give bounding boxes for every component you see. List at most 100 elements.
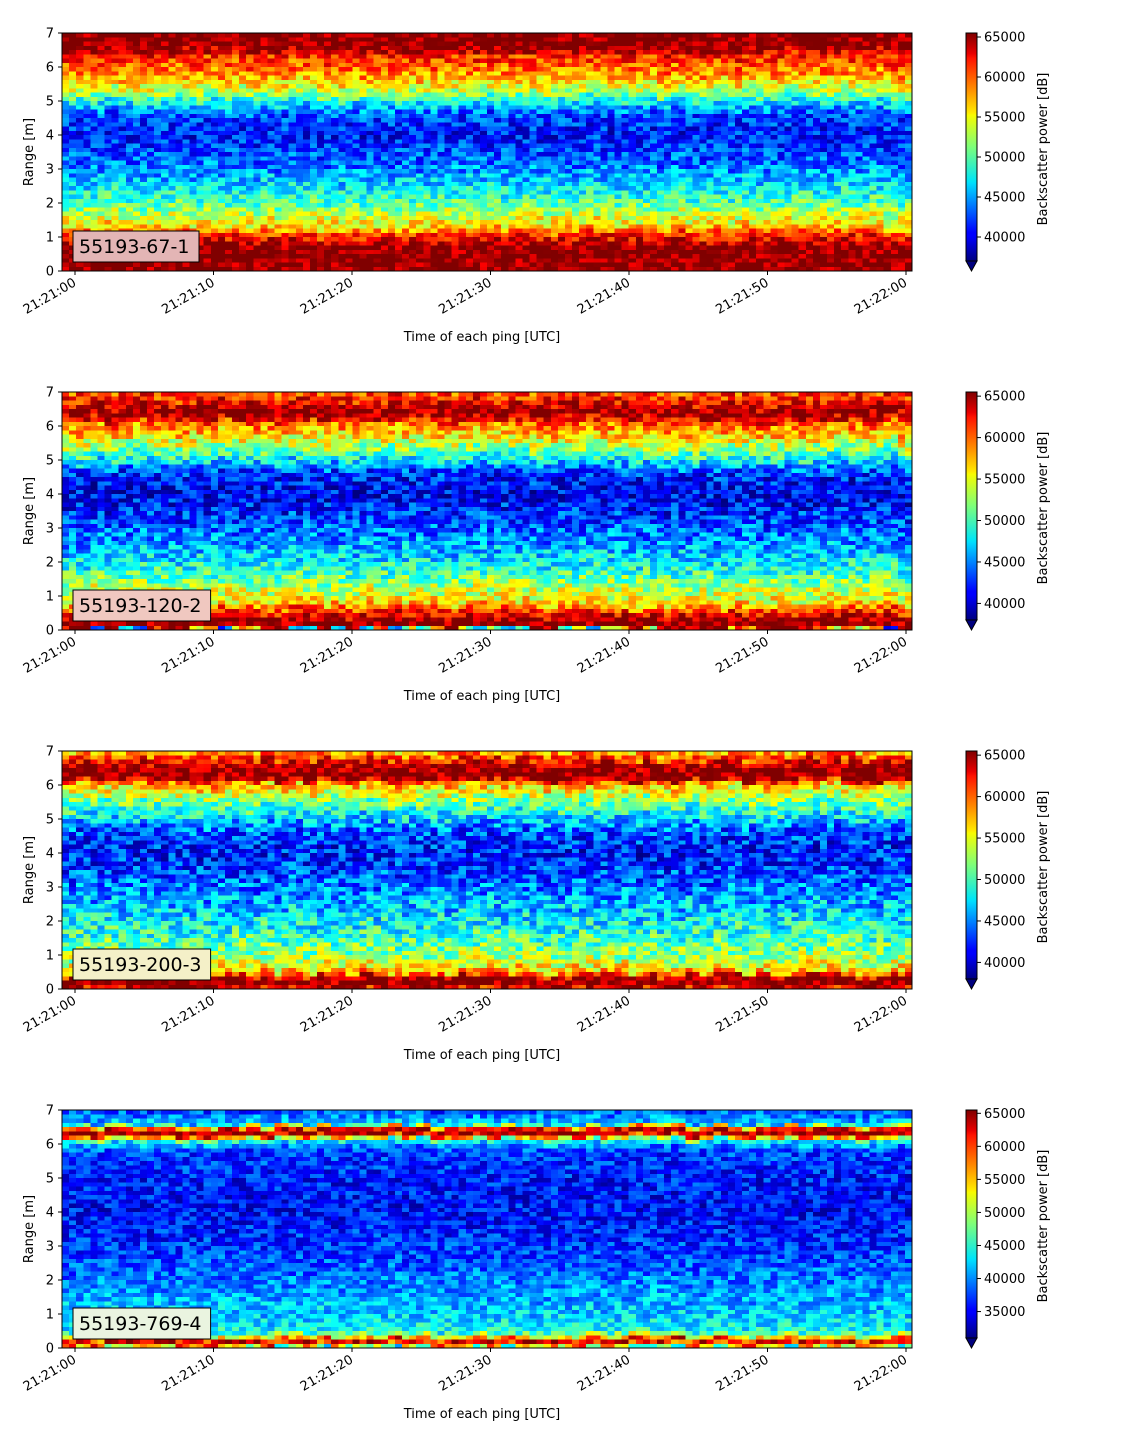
y-tick-label: 4 xyxy=(46,129,54,144)
y-tick-label: 5 xyxy=(46,95,54,110)
x-tick-label: 21:21:40 xyxy=(575,1352,633,1394)
colorbar-tick-label: 65000 xyxy=(984,1107,1025,1122)
y-tick-label: 1 xyxy=(46,1308,54,1323)
x-tick-label: 21:21:40 xyxy=(575,634,633,676)
x-tick-label: 21:21:30 xyxy=(436,1352,494,1394)
y-tick-label: 2 xyxy=(46,197,54,212)
y-tick-label: 1 xyxy=(46,590,54,605)
y-tick-label: 0 xyxy=(46,624,54,639)
colorbar-tick-label: 45000 xyxy=(984,555,1025,570)
y-tick-label: 5 xyxy=(46,454,54,469)
x-axis-label: Time of each ping [UTC] xyxy=(403,330,561,345)
panel-label: 55193-120-2 xyxy=(73,590,211,621)
x-tick-label: 21:21:20 xyxy=(298,634,356,676)
x-tick-label: 21:21:50 xyxy=(713,1352,771,1394)
y-tick-label: 2 xyxy=(46,1274,54,1289)
colorbar-tick-label: 45000 xyxy=(984,1239,1025,1254)
colorbar-tick-label: 55000 xyxy=(984,1173,1025,1188)
colorbar-tick-label: 50000 xyxy=(984,873,1025,888)
colorbar-gradient xyxy=(966,392,977,620)
colorbar: 400004500050000550006000065000Backscatte… xyxy=(966,390,1051,630)
x-axis-label: Time of each ping [UTC] xyxy=(403,1048,561,1063)
panel-label-text: 55193-120-2 xyxy=(79,595,202,617)
y-tick-label: 0 xyxy=(46,265,54,280)
y-tick-label: 6 xyxy=(46,1138,54,1153)
x-tick-label: 21:22:00 xyxy=(852,1352,910,1394)
colorbar-tick-label: 60000 xyxy=(984,71,1025,86)
colorbar-gradient xyxy=(966,751,977,979)
colorbar-extend-arrow xyxy=(966,1338,977,1348)
x-tick-label: 21:21:30 xyxy=(436,275,494,317)
y-tick-label: 7 xyxy=(46,386,54,401)
x-tick-label: 21:21:50 xyxy=(713,275,771,317)
x-tick-label: 21:22:00 xyxy=(852,993,910,1035)
colorbar-tick-label: 50000 xyxy=(984,151,1025,166)
colorbar-label: Backscatter power [dB] xyxy=(1036,432,1051,585)
x-tick-label: 21:21:50 xyxy=(713,993,771,1035)
x-tick-label: 21:21:00 xyxy=(21,993,79,1035)
colorbar-gradient xyxy=(966,1110,977,1338)
y-tick-label: 7 xyxy=(46,745,54,760)
colorbar-label: Backscatter power [dB] xyxy=(1036,73,1051,226)
x-tick-label: 21:21:30 xyxy=(436,634,494,676)
y-tick-label: 3 xyxy=(46,163,54,178)
x-tick-label: 21:21:10 xyxy=(159,993,217,1035)
colorbar-label: Backscatter power [dB] xyxy=(1036,791,1051,944)
colorbar-tick-label: 35000 xyxy=(984,1305,1025,1320)
x-tick-label: 21:21:10 xyxy=(159,634,217,676)
colorbar: 35000400004500050000550006000065000Backs… xyxy=(966,1107,1051,1348)
y-axis-label: Range [m] xyxy=(22,836,37,904)
panel-label-text: 55193-67-1 xyxy=(79,236,189,258)
y-tick-label: 4 xyxy=(46,847,54,862)
y-tick-label: 0 xyxy=(46,1342,54,1357)
y-tick-label: 3 xyxy=(46,522,54,537)
colorbar-tick-label: 50000 xyxy=(984,1206,1025,1221)
panel-label-text: 55193-769-4 xyxy=(79,1313,202,1335)
colorbar-extend-arrow xyxy=(966,979,977,989)
colorbar: 400004500050000550006000065000Backscatte… xyxy=(966,749,1051,989)
y-tick-label: 6 xyxy=(46,420,54,435)
colorbar-gradient xyxy=(966,33,977,261)
colorbar-tick-label: 45000 xyxy=(984,191,1025,206)
x-tick-label: 21:22:00 xyxy=(852,275,910,317)
x-tick-label: 21:22:00 xyxy=(852,634,910,676)
x-tick-label: 21:21:00 xyxy=(21,634,79,676)
colorbar-tick-label: 55000 xyxy=(984,832,1025,847)
panel-label: 55193-769-4 xyxy=(73,1308,211,1339)
y-tick-label: 0 xyxy=(46,983,54,998)
colorbar-extend-arrow xyxy=(966,620,977,630)
y-axis-label: Range [m] xyxy=(22,1195,37,1263)
y-tick-label: 1 xyxy=(46,231,54,246)
x-tick-label: 21:21:20 xyxy=(298,993,356,1035)
y-tick-label: 4 xyxy=(46,1206,54,1221)
colorbar-tick-label: 65000 xyxy=(984,31,1025,46)
x-tick-label: 21:21:20 xyxy=(298,1352,356,1394)
x-tick-label: 21:21:00 xyxy=(21,1352,79,1394)
x-tick-label: 21:21:50 xyxy=(713,634,771,676)
colorbar-tick-label: 55000 xyxy=(984,473,1025,488)
y-tick-label: 5 xyxy=(46,813,54,828)
colorbar-tick-label: 65000 xyxy=(984,749,1025,764)
y-tick-label: 4 xyxy=(46,488,54,503)
colorbar-tick-label: 45000 xyxy=(984,914,1025,929)
y-tick-label: 7 xyxy=(46,1104,54,1119)
panel-label: 55193-67-1 xyxy=(73,231,199,262)
panel-label-text: 55193-200-3 xyxy=(79,954,202,976)
colorbar-tick-label: 55000 xyxy=(984,111,1025,126)
x-axis-label: Time of each ping [UTC] xyxy=(403,1407,561,1422)
colorbar-tick-label: 60000 xyxy=(984,431,1025,446)
x-tick-label: 21:21:40 xyxy=(575,275,633,317)
y-tick-label: 2 xyxy=(46,915,54,930)
x-tick-label: 21:21:00 xyxy=(21,275,79,317)
x-tick-label: 21:21:30 xyxy=(436,993,494,1035)
x-tick-label: 21:21:40 xyxy=(575,993,633,1035)
y-tick-label: 3 xyxy=(46,1240,54,1255)
colorbar-tick-label: 60000 xyxy=(984,1140,1025,1155)
colorbar-tick-label: 50000 xyxy=(984,514,1025,529)
y-tick-label: 3 xyxy=(46,881,54,896)
